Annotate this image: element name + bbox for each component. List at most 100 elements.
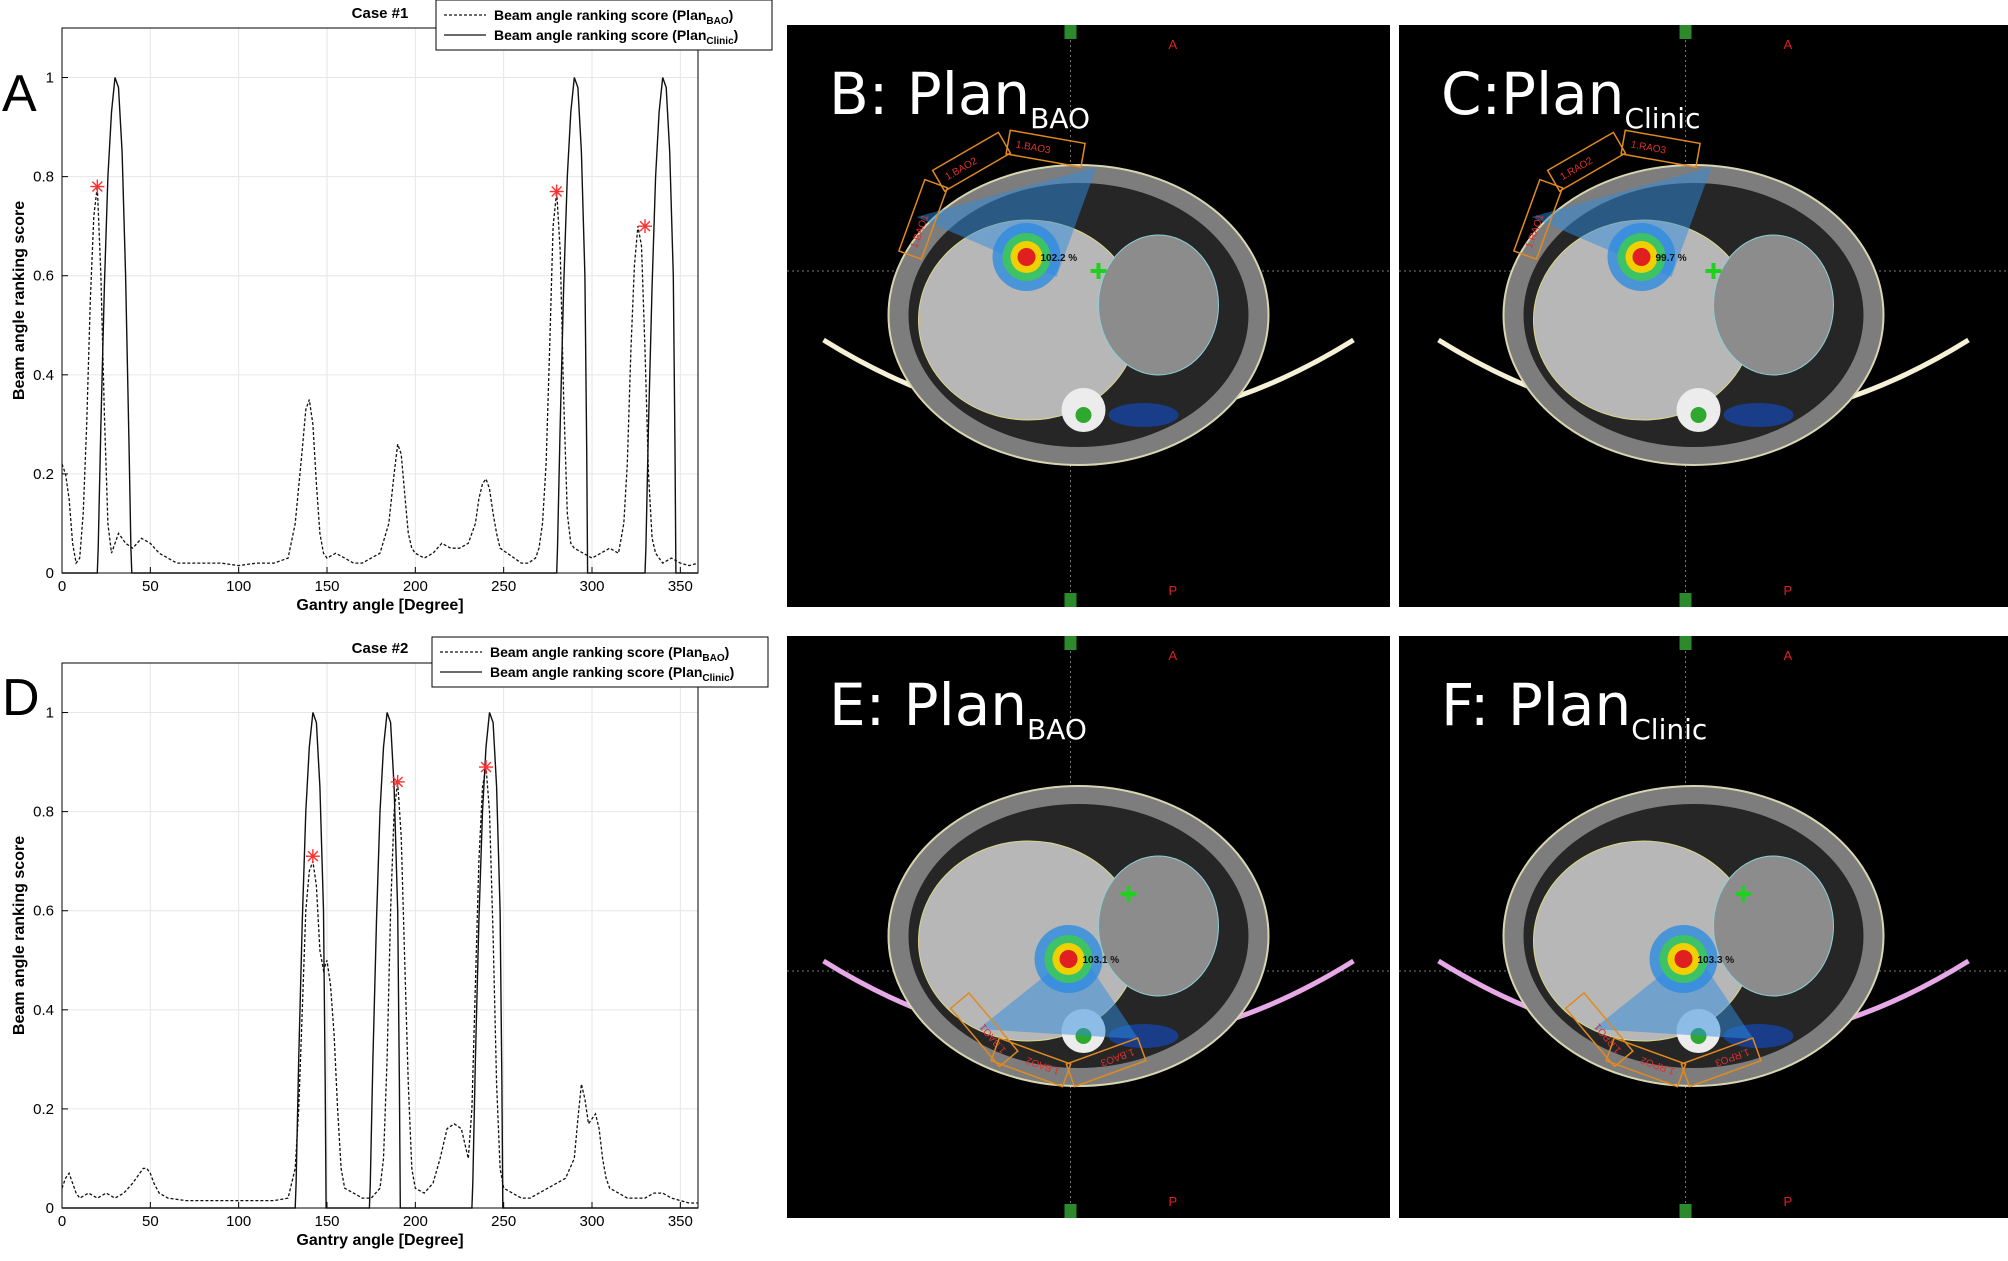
chart-case-2-svg: 0 50 100 150 200 250 300 350 0 0.2 0.4 0.6 0.8 1 Case … — [11, 636, 769, 1249]
beam-aperture — [1620, 129, 1701, 168]
beam-label: 1.BAO3 — [1015, 140, 1052, 157]
legend-entry: Beam angle ranking score (PlanBAO) — [494, 7, 733, 27]
legend: Beam angle ranking score (PlanBAO)Beam a… — [431, 636, 769, 688]
y-tick-label: 1 — [46, 705, 54, 722]
ct-title-b: B: PlanBAO — [829, 60, 1091, 135]
beam-aperture — [1546, 131, 1627, 193]
series-plan-bao-line — [61, 766, 698, 1204]
ct-title-e: E: PlanBAO — [829, 671, 1087, 746]
series-plan-clinic-line — [62, 77, 698, 574]
x-axis-label: Gantry angle [Degree] — [296, 1232, 463, 1249]
y-axis-label: Beam angle ranking score — [11, 836, 28, 1035]
beam-aperture — [990, 1037, 1072, 1088]
legend-box — [431, 636, 769, 688]
y-tick-label: 1 — [46, 70, 54, 87]
x-tick-label: 250 — [491, 1213, 516, 1230]
dose-wash-hot — [1632, 248, 1651, 266]
x-tick-label: 50 — [142, 1213, 159, 1230]
chart-case-1-svg: 0 50 100 150 200 250 300 350 0 0.2 0.4 0.6 0.8 1 Case … — [11, 0, 773, 614]
legend: Beam angle ranking score (PlanBAO)Beam a… — [435, 0, 773, 51]
dose-wash-hot — [1059, 950, 1078, 968]
x-tick-label: 250 — [491, 578, 516, 595]
bao-selected-marker — [479, 760, 493, 775]
ct-panel-f: A P 103.3 % 1.RPO1 1.RPO2 1.RPO3 F: PlanClini… — [1399, 636, 2008, 1218]
beam-aperture — [949, 991, 1019, 1068]
beam-outline: 1.BAO3 — [1005, 129, 1086, 168]
y-tick-label: 0.4 — [33, 367, 54, 384]
orientation-anterior: A — [1169, 648, 1178, 663]
marker-stroke — [307, 850, 319, 862]
dose-wash-hot — [1674, 950, 1693, 968]
marker-stroke — [639, 220, 651, 232]
bao-selected-marker — [549, 184, 564, 199]
marker-stroke — [480, 761, 492, 773]
y-tick-label: 0.6 — [33, 903, 54, 920]
panel-letter-a: A — [2, 65, 37, 123]
beam-aperture — [1605, 1037, 1687, 1088]
x-tick-label: 200 — [403, 578, 428, 595]
orientation-posterior: P — [1784, 583, 1793, 598]
beam-label: 1.RAO3 — [1630, 140, 1667, 157]
y-tick-label: 0 — [46, 1200, 54, 1217]
orientation-posterior: P — [1169, 1194, 1178, 1209]
chart-case-2: 0 50 100 150 200 250 300 350 0 0.2 0.4 0.6 0.8 1 Case … — [0, 636, 780, 1261]
crosshair-marker-bottom — [1679, 1204, 1692, 1218]
beam-aperture — [931, 131, 1012, 193]
beam-outline: 1.RAO3 — [1620, 129, 1701, 168]
legend-entry: Beam angle ranking score (PlanClinic) — [490, 664, 734, 684]
stomach — [1713, 234, 1834, 376]
y-axis-label: Beam angle ranking score — [11, 201, 28, 400]
ct-panel-b: A P 102.2 % 1.BAO1 1.BAO2 1.BAO3 B: PlanBAO — [787, 25, 1390, 607]
beam-aperture — [1564, 991, 1634, 1068]
orientation-anterior: A — [1784, 648, 1793, 663]
y-tick-label: 0 — [46, 565, 54, 582]
stomach — [1098, 234, 1219, 376]
bao-selected-marker — [305, 849, 320, 864]
x-tick-label: 0 — [58, 1213, 66, 1230]
series-plan-bao-line — [61, 186, 699, 567]
plot-frame — [61, 27, 699, 574]
kidney — [1108, 403, 1179, 427]
crosshair-marker-bottom — [1064, 593, 1077, 607]
y-tick-label: 0.6 — [33, 268, 54, 285]
ct-title-c: C:PlanClinic — [1441, 60, 1701, 135]
legend-entry: Beam angle ranking score (PlanClinic) — [494, 27, 738, 47]
plot-border — [61, 662, 699, 1209]
x-tick-label: 50 — [142, 578, 159, 595]
chart-case-1: 0 50 100 150 200 250 300 350 0 0.2 0.4 0.6 0.8 1 Case … — [0, 0, 780, 625]
orientation-posterior: P — [1169, 583, 1178, 598]
crosshair-marker-top — [1064, 636, 1077, 650]
legend-entry: Beam angle ranking score (PlanBAO) — [490, 644, 729, 664]
series-plan-clinic-line — [62, 712, 698, 1209]
x-tick-label: 200 — [403, 1213, 428, 1230]
marker-stroke — [551, 186, 563, 197]
beam-dose-region — [978, 949, 1139, 1039]
x-tick-label: 100 — [226, 1213, 251, 1230]
y-tick-label: 0.2 — [33, 1101, 54, 1118]
stomach — [1713, 855, 1834, 997]
x-tick-label: 150 — [314, 578, 339, 595]
y-tick-label: 0.8 — [33, 804, 54, 821]
dose-max-label: 99.7 % — [1656, 253, 1687, 264]
beam-label: 1.RAO2 — [1559, 155, 1596, 183]
bao-selected-marker — [638, 219, 652, 234]
bao-selected-marker — [90, 179, 105, 194]
orientation-anterior: A — [1784, 37, 1793, 52]
x-tick-label: 350 — [668, 1213, 693, 1230]
dose-wash-hot — [1017, 248, 1036, 266]
x-tick-label: 0 — [58, 578, 66, 595]
dose-max-label: 103.3 % — [1698, 955, 1735, 966]
beam-aperture — [1005, 129, 1086, 168]
marker-stroke — [91, 181, 103, 192]
y-tick-label: 0.2 — [33, 466, 54, 483]
kidney — [1723, 403, 1794, 427]
x-tick-label: 100 — [226, 578, 251, 595]
x-tick-label: 300 — [579, 578, 604, 595]
beam-aperture — [1680, 1037, 1762, 1088]
marker-stroke — [392, 776, 404, 788]
x-axis-label: Gantry angle [Degree] — [296, 597, 463, 614]
